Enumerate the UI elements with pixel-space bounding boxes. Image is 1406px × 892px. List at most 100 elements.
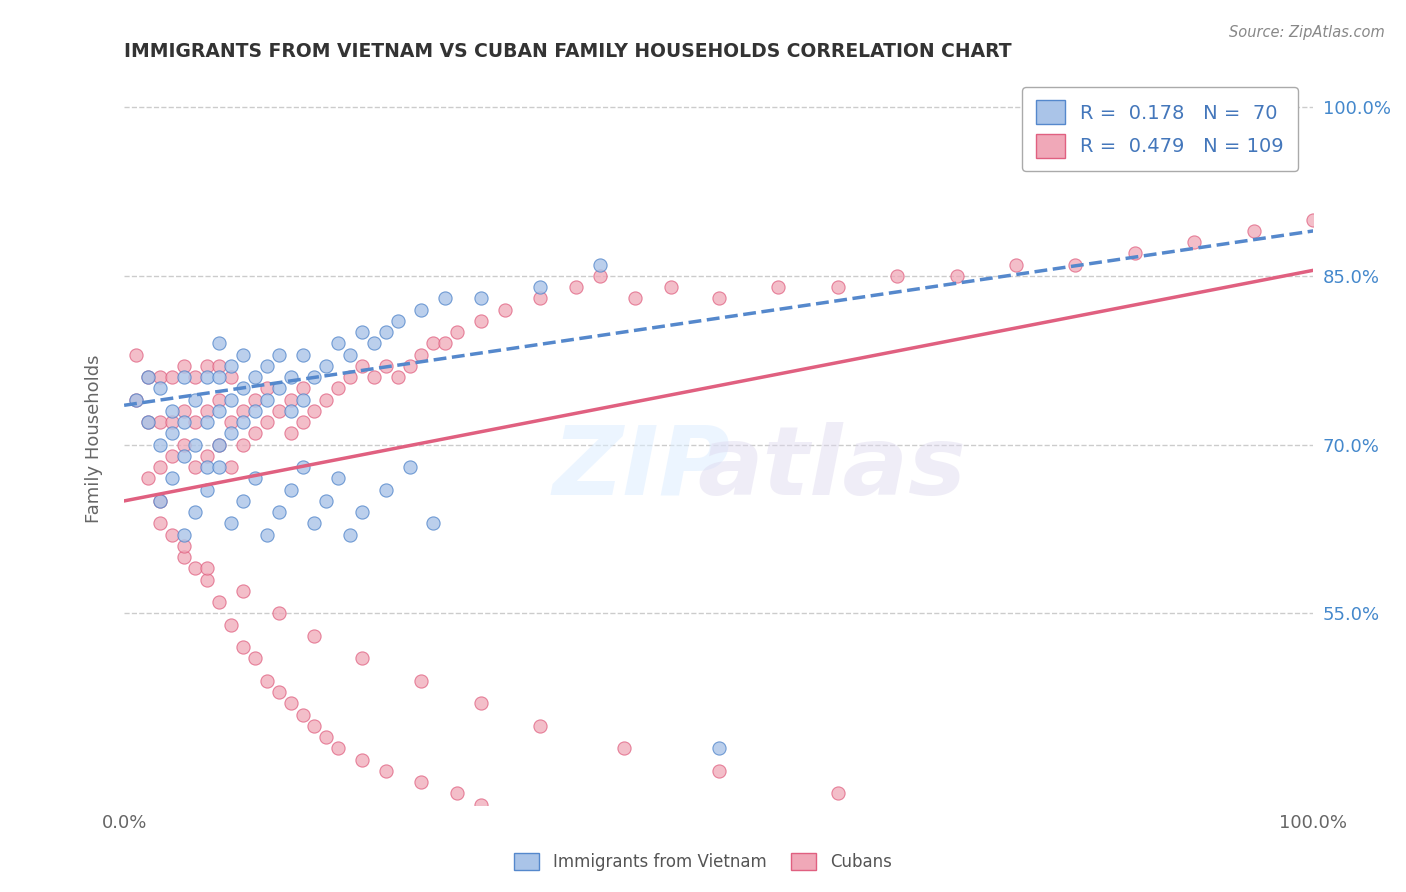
Point <box>173 527 195 541</box>
Point <box>446 786 468 800</box>
Point <box>232 494 254 508</box>
Point <box>827 280 849 294</box>
Point <box>945 843 967 857</box>
Point <box>328 471 350 485</box>
Point <box>707 764 730 778</box>
Point <box>184 561 207 575</box>
Point <box>232 640 254 655</box>
Point <box>589 268 612 283</box>
Y-axis label: Family Households: Family Households <box>86 355 103 524</box>
Point <box>624 292 647 306</box>
Point <box>446 325 468 339</box>
Point <box>350 359 373 373</box>
Point <box>232 415 254 429</box>
Point <box>160 449 183 463</box>
Point <box>208 404 231 418</box>
Point <box>328 336 350 351</box>
Point <box>173 550 195 565</box>
Point <box>328 381 350 395</box>
Point <box>339 527 361 541</box>
Point <box>195 370 218 384</box>
Point <box>707 292 730 306</box>
Point <box>219 460 242 475</box>
Point <box>315 392 337 407</box>
Point <box>160 370 183 384</box>
Point <box>267 404 290 418</box>
Point <box>350 651 373 665</box>
Point <box>149 438 172 452</box>
Point <box>219 415 242 429</box>
Point <box>195 404 218 418</box>
Point <box>529 280 551 294</box>
Point <box>304 719 326 733</box>
Point <box>280 392 302 407</box>
Point <box>160 415 183 429</box>
Point <box>267 505 290 519</box>
Point <box>232 404 254 418</box>
Legend: R =  0.178   N =  70, R =  0.479   N = 109: R = 0.178 N = 70, R = 0.479 N = 109 <box>1022 87 1298 171</box>
Point <box>195 415 218 429</box>
Point <box>280 483 302 497</box>
Point <box>1302 212 1324 227</box>
Point <box>529 292 551 306</box>
Point <box>256 673 278 688</box>
Point <box>256 381 278 395</box>
Point <box>208 359 231 373</box>
Point <box>256 415 278 429</box>
Point <box>374 325 396 339</box>
Point <box>195 460 218 475</box>
Point <box>149 460 172 475</box>
Point <box>339 348 361 362</box>
Point <box>411 348 433 362</box>
Point <box>184 392 207 407</box>
Text: ZIP: ZIP <box>553 422 730 515</box>
Point <box>219 359 242 373</box>
Point <box>136 370 159 384</box>
Point <box>267 348 290 362</box>
Point <box>232 583 254 598</box>
Point <box>291 707 314 722</box>
Point <box>243 404 266 418</box>
Point <box>195 359 218 373</box>
Point <box>707 831 730 846</box>
Point <box>766 280 789 294</box>
Point <box>529 809 551 823</box>
Point <box>470 797 492 812</box>
Point <box>280 697 302 711</box>
Point <box>243 370 266 384</box>
Point <box>173 370 195 384</box>
Point <box>945 809 967 823</box>
Point <box>827 786 849 800</box>
Point <box>350 753 373 767</box>
Point <box>659 280 682 294</box>
Point <box>219 370 242 384</box>
Point <box>160 404 183 418</box>
Point <box>374 483 396 497</box>
Point <box>173 415 195 429</box>
Point <box>184 438 207 452</box>
Point <box>173 404 195 418</box>
Point <box>280 426 302 441</box>
Point <box>422 336 444 351</box>
Point <box>160 471 183 485</box>
Point <box>304 404 326 418</box>
Point <box>149 494 172 508</box>
Point <box>184 415 207 429</box>
Point <box>149 381 172 395</box>
Point <box>398 460 420 475</box>
Point <box>315 359 337 373</box>
Point <box>195 449 218 463</box>
Point <box>291 348 314 362</box>
Legend: Immigrants from Vietnam, Cubans: Immigrants from Vietnam, Cubans <box>506 845 900 880</box>
Point <box>387 370 409 384</box>
Point <box>243 651 266 665</box>
Point <box>208 370 231 384</box>
Point <box>374 764 396 778</box>
Point <box>243 392 266 407</box>
Point <box>136 415 159 429</box>
Point <box>184 460 207 475</box>
Point <box>315 730 337 744</box>
Point <box>613 741 636 756</box>
Point <box>1182 235 1205 249</box>
Point <box>173 449 195 463</box>
